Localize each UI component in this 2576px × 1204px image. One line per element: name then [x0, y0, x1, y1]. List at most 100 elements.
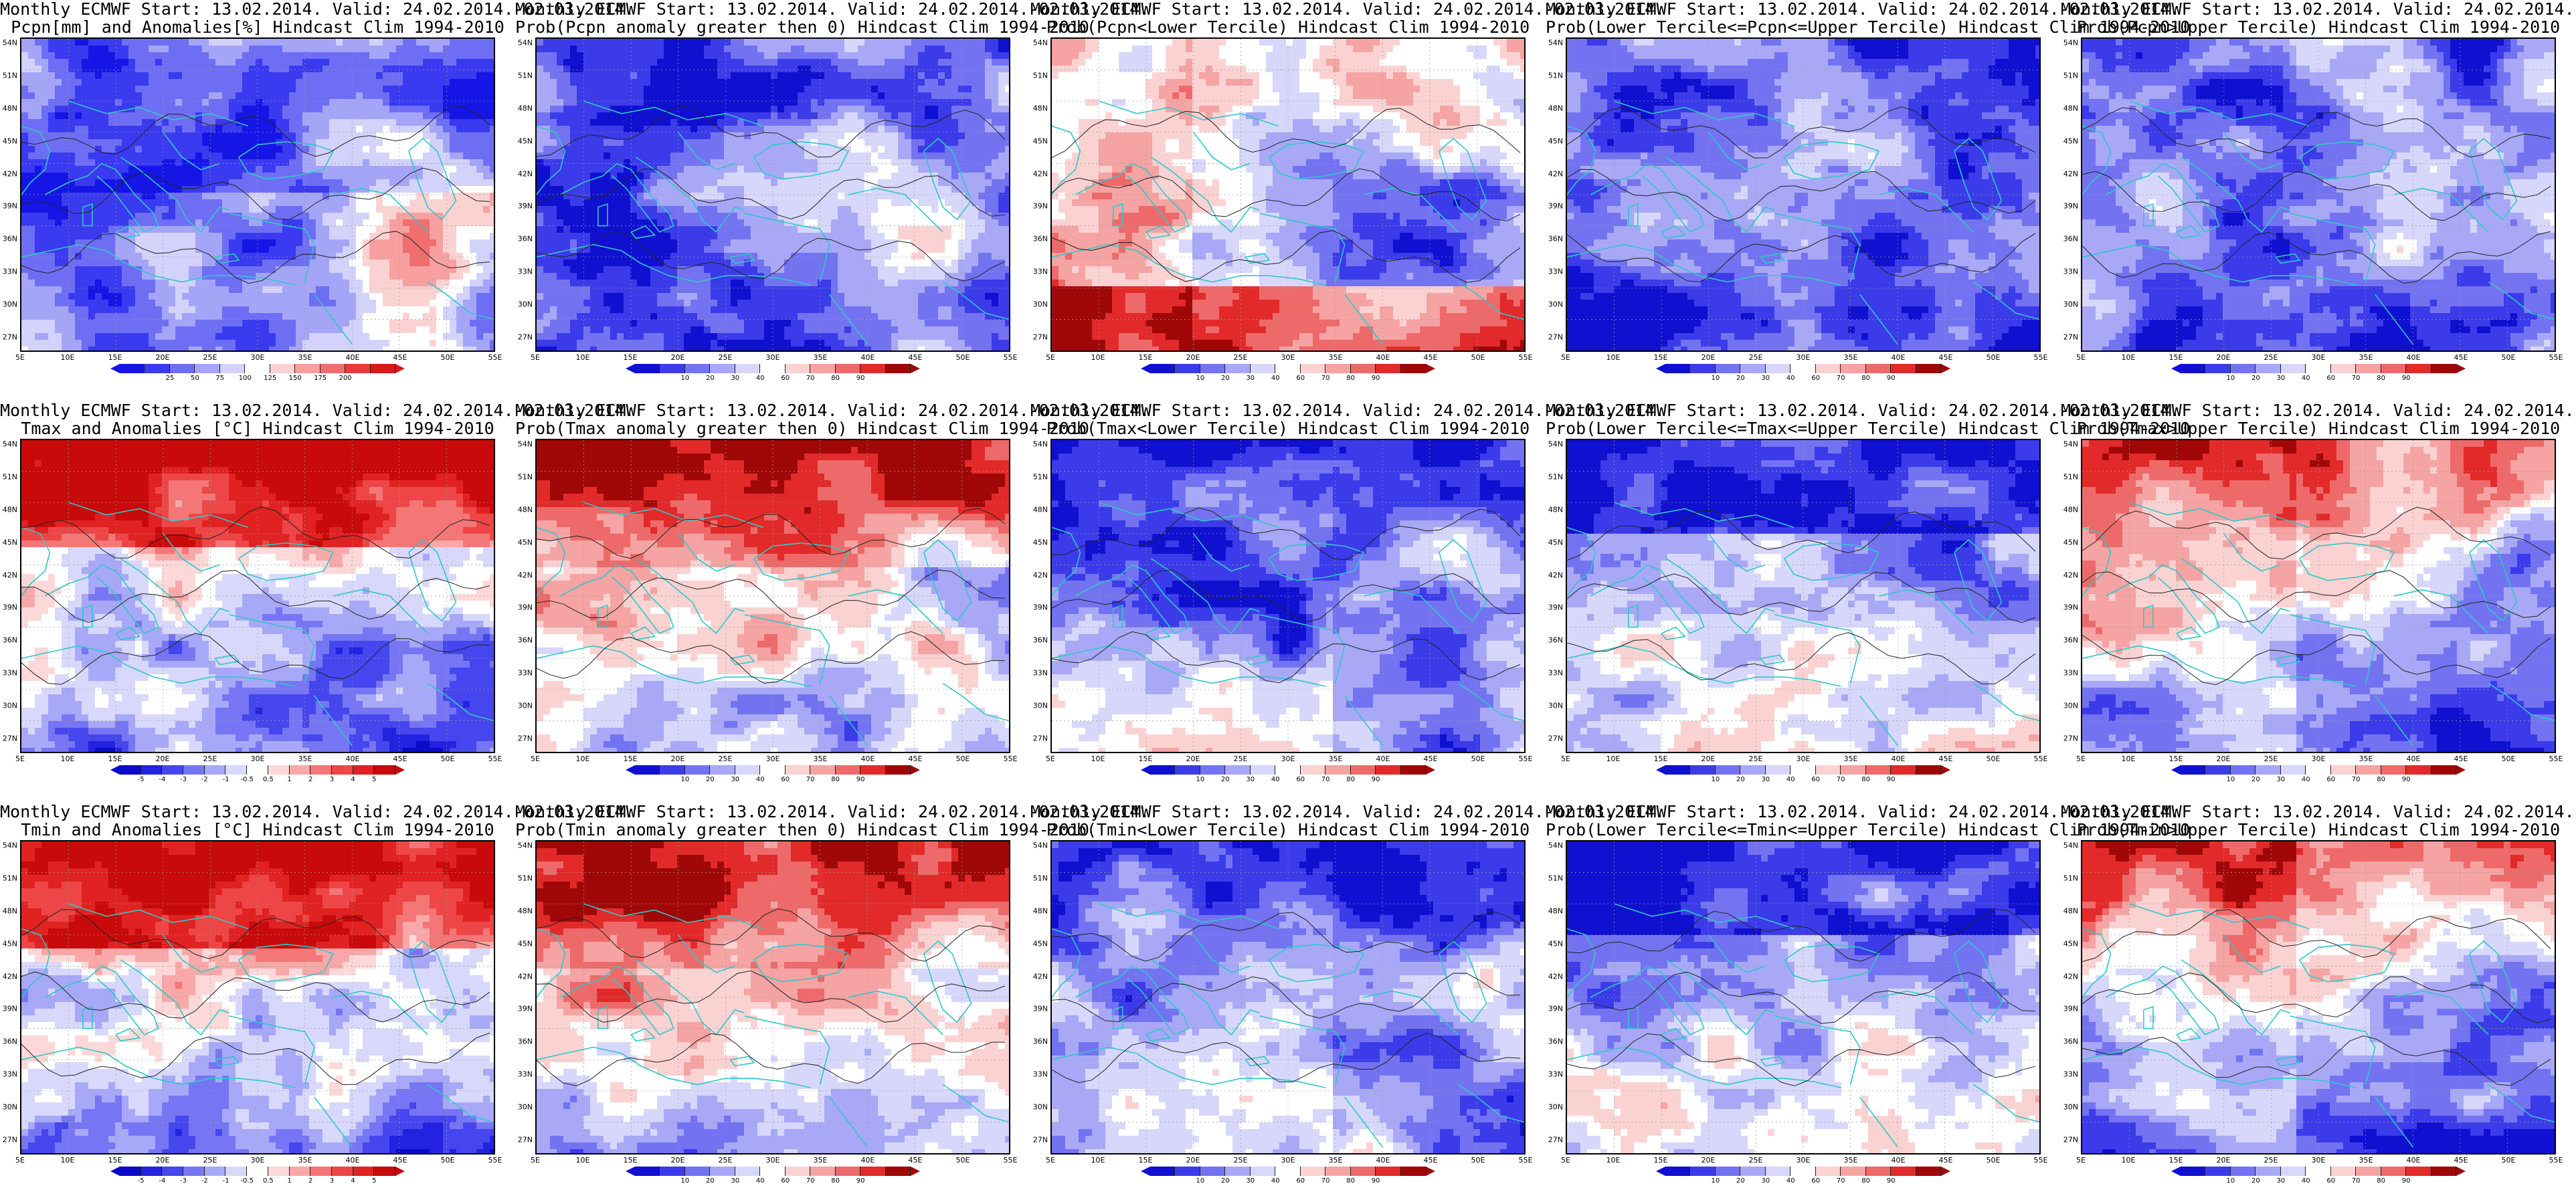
forecast-map: [20, 840, 495, 1155]
panel-title-line2: Prob(Tmax<Lower Tercile) Hindcast Clim 1…: [1030, 419, 1546, 437]
coastline: [68, 502, 249, 528]
colorbar-label: 3: [330, 776, 334, 783]
colorbar-swatch: [225, 765, 248, 775]
forecast-map: [2081, 840, 2556, 1155]
colorbar-label: 70: [2352, 375, 2361, 382]
colorbar-swatch: [2256, 364, 2281, 373]
panel-title-line1: Monthly ECMWF Start: 13.02.2014. Valid: …: [1546, 0, 2180, 18]
coastline: [1363, 990, 1459, 1035]
colorbar-label: 20: [706, 1177, 715, 1185]
latitude-label: 33N: [1548, 1070, 1566, 1079]
contour-line: [537, 230, 1006, 282]
contour-line: [1567, 632, 2036, 685]
longitude-label: 25E: [203, 1156, 217, 1165]
longitude-label: 10E: [1091, 1156, 1105, 1165]
coastline: [1193, 132, 1251, 171]
coastline: [2275, 1056, 2301, 1067]
coastline: [2082, 928, 2112, 998]
colorbar-swatch: [1325, 765, 1351, 775]
latitude-label: 51N: [1033, 472, 1050, 481]
colorbar-swatch: [2306, 765, 2331, 775]
coastline: [1661, 1027, 1687, 1042]
longitude-label: 40E: [861, 353, 875, 362]
colorbar-label: 70: [1321, 776, 1330, 783]
coastline: [427, 281, 494, 320]
coastline: [1075, 564, 1190, 634]
longitude-label: 40E: [2407, 1156, 2421, 1165]
colorbar-label: 30: [1246, 1177, 1255, 1185]
panel-title-line1: Monthly ECMWF Start: 13.02.2014. Valid: …: [2061, 803, 2576, 821]
longitude-label: 10E: [1091, 755, 1105, 763]
coastline: [2299, 943, 2395, 983]
colorbar: [110, 364, 405, 373]
latitude-label: 36N: [1548, 1037, 1566, 1046]
latitude-label: 54N: [1033, 841, 1050, 850]
coastline: [1859, 1096, 1898, 1148]
latitude-label: 36N: [518, 1037, 535, 1046]
coastline: [1614, 100, 1795, 127]
latitude-label: 27N: [2063, 333, 2081, 342]
colorbar-swatch: [835, 765, 861, 775]
coastline: [1269, 542, 1365, 581]
map-panel: Monthly ECMWF Start: 13.02.2014. Valid: …: [1030, 401, 1665, 803]
colorbar-swatch: [2181, 1167, 2206, 1176]
latitude-label: 39N: [518, 1005, 535, 1013]
coastline: [21, 526, 51, 597]
longitude-label: 20E: [156, 755, 170, 763]
longitude-label: 50E: [441, 353, 455, 362]
colorbar-swatch: [1765, 765, 1791, 775]
longitude-label: 10E: [1091, 353, 1105, 362]
colorbar-label: 90: [856, 1177, 865, 1185]
panel-title-line2: Prob(Tmax>Upper Tercile) Hindcast Clim 1…: [2061, 419, 2576, 437]
colorbar-swatch: [2406, 765, 2431, 775]
contour-line: [2082, 1035, 2551, 1086]
latitude-label: 39N: [2063, 202, 2081, 211]
latitude-label: 48N: [3, 906, 20, 915]
coastline: [2488, 281, 2555, 320]
coastline: [68, 903, 249, 930]
panel-title: Monthly ECMWF Start: 13.02.2014. Valid: …: [515, 401, 1149, 437]
colorbar-swatch: [735, 1167, 761, 1176]
coastline: [120, 959, 229, 1036]
contour-line: [2082, 972, 2551, 1023]
coastline: [729, 654, 755, 666]
panel-title: Monthly ECMWF Start: 13.02.2014. Valid: …: [1546, 0, 2190, 36]
latitude-label: 45N: [518, 538, 535, 546]
colorbar-label: 70: [1321, 1177, 1330, 1185]
longitude-label: 50E: [1987, 1156, 2001, 1165]
contour-line: [2082, 570, 2551, 623]
coastline: [1075, 965, 1190, 1035]
panel-title: Monthly ECMWF Start: 13.02.2014. Valid: …: [0, 803, 634, 839]
coastline: [829, 1096, 868, 1148]
colorbar-arrow-right: [910, 765, 920, 775]
colorbar-label: 2: [308, 776, 312, 783]
colorbar-swatch: [1225, 364, 1251, 373]
colorbar-swatch: [2406, 364, 2431, 373]
latitude-label: 54N: [3, 841, 20, 850]
colorbar-swatch: [183, 765, 205, 775]
colorbar-swatch: [684, 1167, 711, 1176]
longitude-label: 45E: [1424, 755, 1438, 763]
coastline: [537, 125, 566, 195]
latitude-label: 51N: [1548, 71, 1566, 80]
colorbar-swatch: [1665, 765, 1691, 775]
coastline: [829, 695, 868, 746]
colorbar-swatch: [2205, 364, 2231, 373]
latitude-label: 33N: [2063, 1070, 2081, 1079]
colorbar-arrow-left: [626, 1167, 635, 1176]
colorbar-label: 25: [166, 375, 175, 382]
coastline: [2223, 934, 2281, 973]
longitude-label: 35E: [298, 755, 312, 763]
latitude-label: 39N: [1548, 1005, 1566, 1013]
panel-title-line1: Monthly ECMWF Start: 13.02.2014. Valid: …: [515, 0, 1149, 18]
longitude-label: 55E: [2549, 755, 2563, 763]
latitude-label: 30N: [1033, 702, 1050, 710]
longitude-label: 25E: [719, 353, 733, 362]
latitude-label: 30N: [3, 1103, 20, 1112]
latitude-label: 42N: [1548, 571, 1566, 579]
colorbar-swatch: [141, 1167, 163, 1176]
latitude-label: 27N: [518, 734, 535, 743]
colorbar-label: 70: [1321, 375, 1330, 382]
latitude-label: 33N: [3, 1070, 20, 1079]
latitude-label: 27N: [1548, 734, 1566, 743]
